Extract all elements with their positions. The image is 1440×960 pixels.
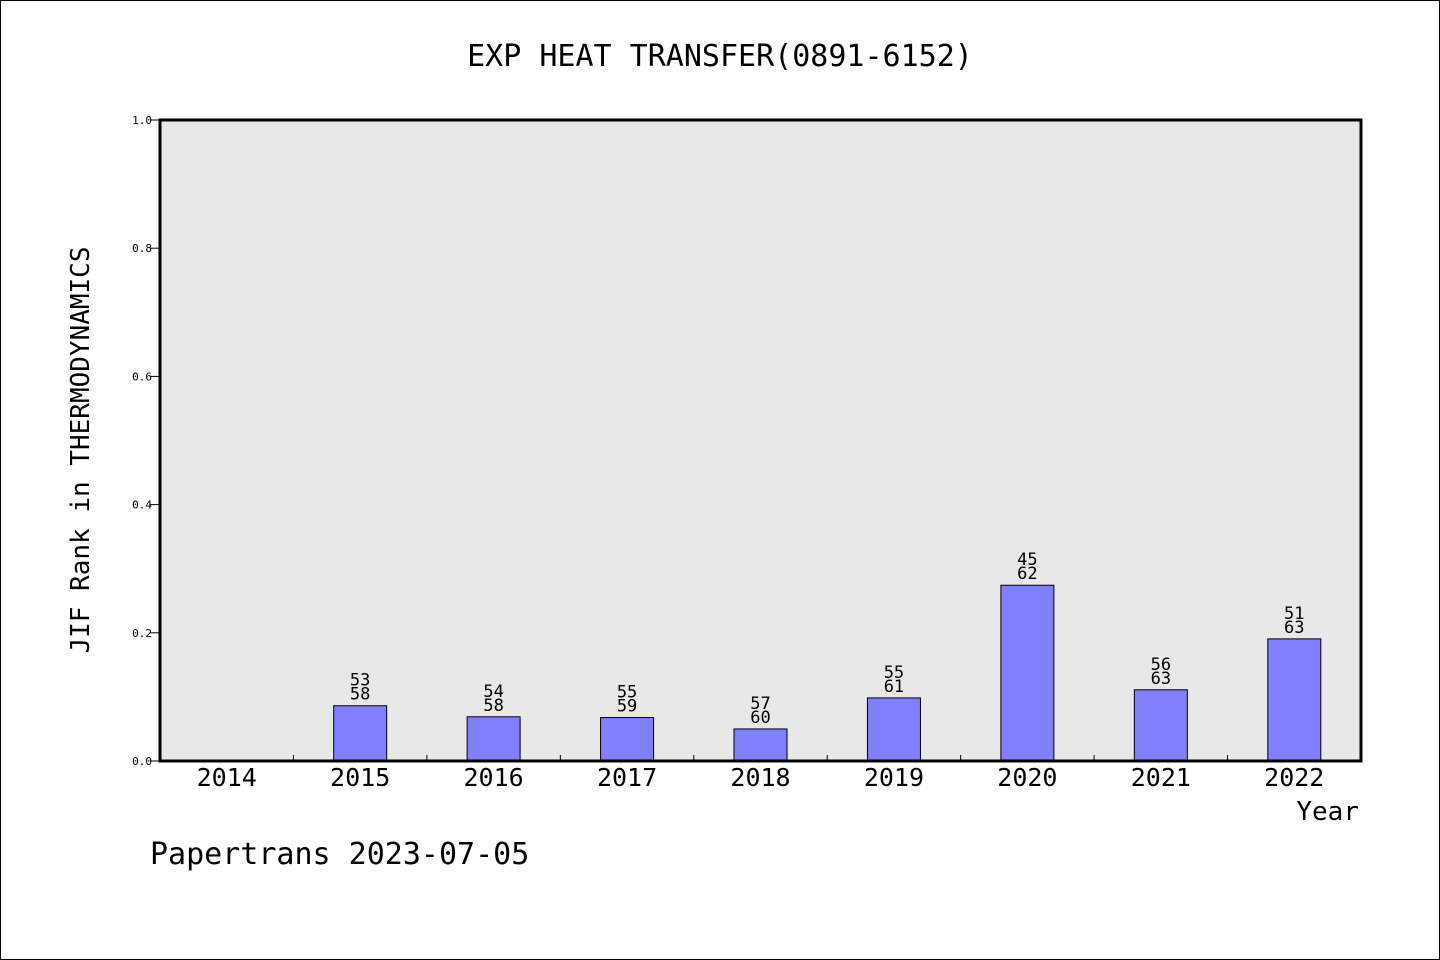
x-tick-label: 2019 [864, 763, 924, 792]
bar [866, 697, 921, 762]
bar-rank-label: 55 [617, 683, 637, 703]
x-tick-label: 2020 [997, 763, 1057, 792]
x-tick-label: 2017 [597, 763, 657, 792]
bar-total-label: 62 [1017, 564, 1037, 584]
x-tick-label: 2021 [1131, 763, 1191, 792]
x-tick-label: 2015 [330, 763, 390, 792]
chart-title: EXP HEAT TRANSFER(0891-6152) [467, 39, 973, 74]
bar-total-label: 61 [884, 677, 904, 697]
x-axis: 2014 2015 2016 2017 2018 2019 2020 2021 2022 [197, 755, 1324, 792]
y-tick-label: 0.0 [132, 755, 152, 768]
plot-border [158, 118, 1363, 763]
bar-total-label: 63 [1284, 618, 1304, 638]
bar-rank-label: 45 [1017, 550, 1037, 570]
bar-total-label: 59 [617, 697, 637, 717]
bar-rank-label: 51 [1284, 604, 1304, 624]
x-tick-label: 2022 [1264, 763, 1324, 792]
y-tick-label: 0.2 [132, 627, 152, 640]
bar-rank-label: 53 [350, 671, 370, 691]
y-tick-label: 0.4 [132, 499, 152, 512]
y-tick-label: 0.8 [132, 242, 152, 255]
x-tick-label: 2014 [197, 763, 257, 792]
bar-total-label: 60 [750, 708, 770, 728]
x-axis-label: Year [1296, 797, 1359, 827]
bars-group [333, 584, 1322, 762]
bar [333, 705, 388, 762]
bar [1267, 638, 1322, 762]
bar-rank-label: 57 [750, 694, 770, 714]
bar [466, 716, 521, 762]
bar-total-label: 63 [1151, 669, 1171, 689]
bar-rank-label: 54 [483, 682, 503, 702]
y-axis: 0.0 0.2 0.4 0.6 0.8 1.0 [132, 114, 160, 768]
bar [1133, 689, 1188, 762]
bar-rank-label: 55 [884, 663, 904, 683]
y-tick-label: 0.6 [132, 370, 152, 383]
footer-credit: Papertrans 2023-07-05 [150, 837, 529, 872]
y-axis-label: JIF Rank in THERMODYNAMICS [66, 247, 96, 654]
plot-area [160, 120, 1361, 761]
bar [1000, 584, 1055, 762]
x-tick-label: 2016 [464, 763, 524, 792]
y-tick-label: 1.0 [132, 114, 152, 127]
bar [733, 728, 788, 762]
bar-total-label: 58 [350, 685, 370, 705]
x-tick-label: 2018 [730, 763, 790, 792]
bar-total-label: 58 [483, 696, 503, 716]
bar [600, 717, 655, 762]
bar-rank-label: 56 [1151, 655, 1171, 675]
